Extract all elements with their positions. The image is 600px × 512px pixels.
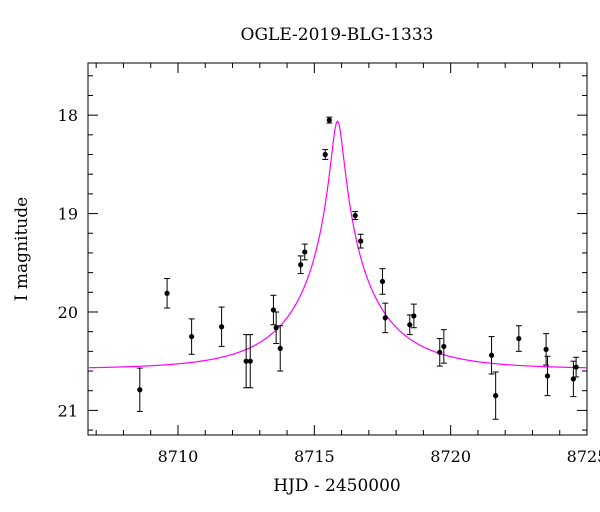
- data-point-group: [326, 116, 333, 124]
- data-point: [407, 322, 413, 328]
- data-point-group: [406, 314, 413, 336]
- data-point: [358, 238, 364, 244]
- data-point: [411, 313, 417, 319]
- data-point-group: [515, 325, 522, 352]
- data-point: [247, 358, 253, 364]
- y-tick-label: 18: [58, 106, 78, 125]
- data-point: [302, 249, 308, 255]
- data-point: [243, 358, 249, 364]
- data-point: [164, 290, 170, 296]
- data-point: [189, 333, 195, 340]
- data-point-group: [544, 355, 551, 397]
- x-tick-label: 8725: [567, 447, 600, 466]
- model-fit-curve: [87, 120, 588, 369]
- y-tick-label: 21: [58, 401, 78, 420]
- data-point-group: [440, 329, 447, 364]
- chart-title: OGLE-2019-BLG-1333: [241, 25, 434, 45]
- y-tick-label: 20: [58, 303, 78, 322]
- x-tick-label: 8710: [158, 447, 199, 466]
- data-point: [379, 278, 386, 285]
- data-point-group: [379, 268, 386, 295]
- data-point-group: [357, 233, 364, 249]
- data-point: [219, 324, 225, 330]
- y-axis-label: I magnitude: [12, 197, 32, 301]
- data-point: [573, 364, 579, 370]
- data-point: [493, 393, 499, 399]
- data-point: [137, 387, 143, 393]
- data-point-group: [488, 336, 495, 375]
- data-point-group: [301, 243, 308, 261]
- axis-ticks: [88, 63, 588, 435]
- data-point-group: [273, 311, 280, 344]
- data-point-group: [352, 211, 359, 220]
- data-point-group: [277, 325, 284, 372]
- data-point: [382, 315, 388, 321]
- data-point-group: [218, 306, 225, 347]
- x-tick-label: 8720: [430, 447, 471, 466]
- data-point-group: [247, 334, 254, 389]
- data-point: [543, 346, 549, 352]
- data-point: [273, 325, 279, 331]
- data-point-group: [297, 255, 304, 275]
- plot-area: [87, 62, 588, 436]
- data-point-group: [136, 367, 143, 412]
- data-point-group: [322, 149, 329, 160]
- data-point-group: [382, 302, 389, 334]
- plot-frame: [87, 62, 588, 436]
- data-point-group: [543, 333, 550, 366]
- data-point: [516, 335, 522, 342]
- data-point-group: [188, 318, 195, 355]
- data-point: [277, 345, 283, 351]
- x-tick-label: 8715: [294, 447, 335, 466]
- x-axis-label: HJD - 2450000: [273, 476, 401, 496]
- data-point-group: [570, 360, 577, 398]
- data-point: [544, 373, 551, 379]
- data-point: [270, 307, 277, 313]
- data-point-group: [270, 294, 277, 326]
- data-point: [488, 352, 495, 358]
- data-point: [298, 262, 304, 268]
- data-point-group: [436, 338, 443, 367]
- data-point-group: [492, 371, 499, 420]
- data-point: [437, 349, 443, 355]
- data-point-group: [164, 278, 171, 309]
- data-point: [570, 376, 576, 382]
- data-point: [326, 117, 332, 123]
- data-point-group: [410, 303, 417, 329]
- data-point: [352, 212, 358, 219]
- data-point: [322, 151, 328, 158]
- y-tick-label: 19: [58, 205, 78, 224]
- data-point-group: [573, 356, 580, 378]
- data-point: [441, 343, 447, 350]
